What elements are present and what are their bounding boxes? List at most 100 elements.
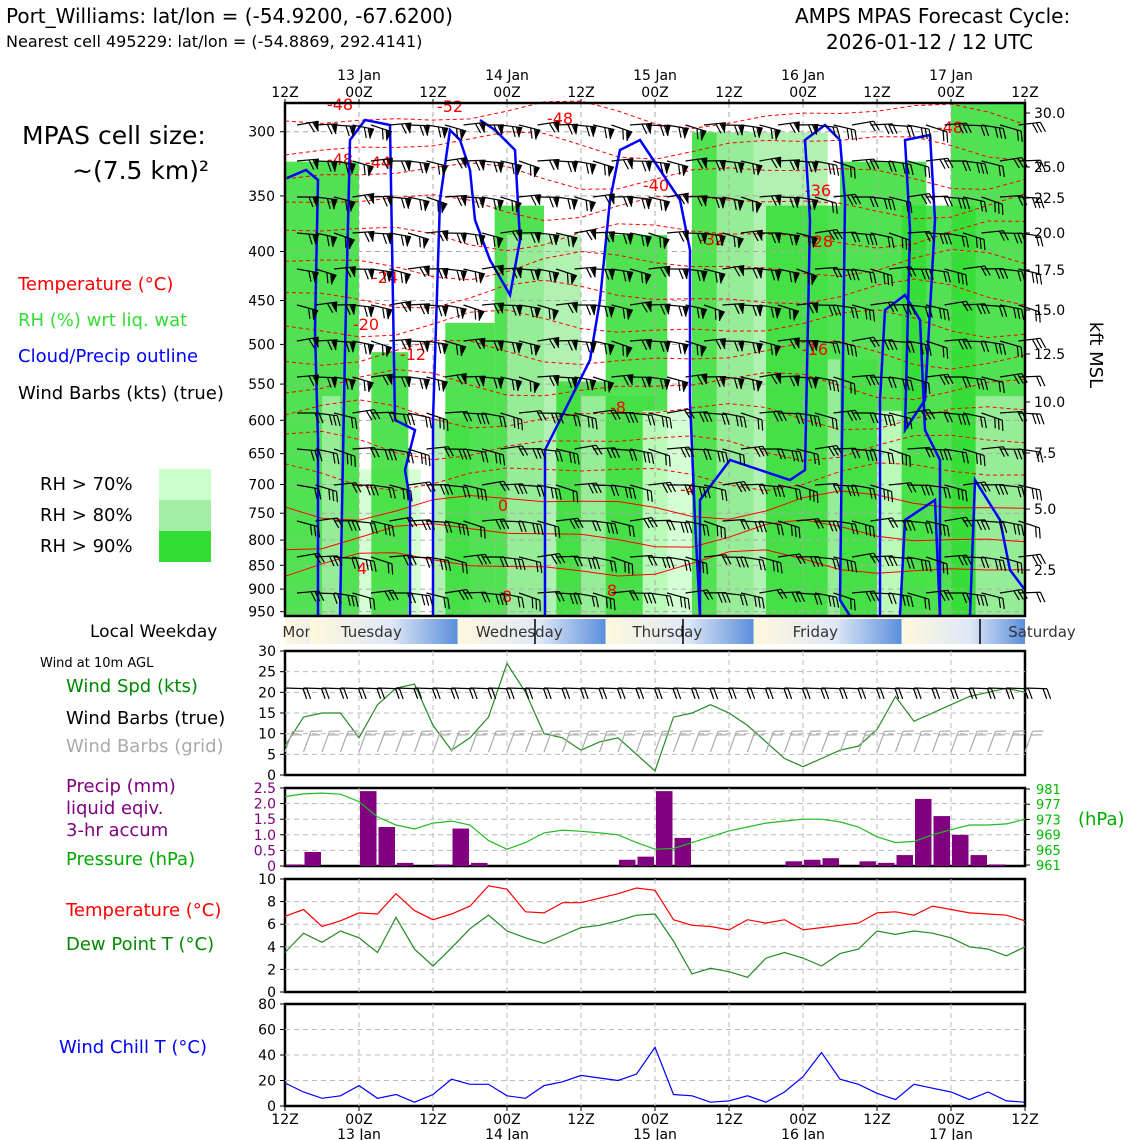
profile-barb-29-10 [833, 484, 860, 497]
precip-bar-9 [452, 828, 469, 866]
profile-barb-22-13 [703, 592, 731, 603]
legend-rh: RH (%) wrt liq. wat [18, 310, 188, 331]
surface-barb-grid-39 [1005, 730, 1025, 753]
profile-barb-26-10 [777, 484, 802, 501]
profile-barb-8-12 [444, 556, 468, 574]
legend-precip-1: Precip (mm) [66, 776, 176, 797]
profile-barb-11-9 [500, 445, 529, 457]
top-time-label-2: 12Z [419, 85, 446, 101]
weekday-label-4: Friday [793, 623, 839, 641]
surface-barb-grid-26 [765, 730, 785, 753]
bottom-time-label-2: 12Z [419, 1112, 446, 1128]
profile-barb-6-13 [407, 592, 434, 607]
profile-barb-36-13 [962, 592, 989, 607]
profile-barb-23-9 [722, 448, 746, 466]
profile-barb-6-5 [407, 303, 431, 315]
profile-barb-39-0 [1018, 121, 1047, 134]
station-title: Port_Williams: lat/lon = (-54.9200, -67.… [6, 4, 453, 28]
profile-barb-29-2 [833, 193, 862, 206]
profile-barb-4-5 [370, 304, 393, 320]
profile-barb-13-2 [537, 196, 560, 208]
legend-wind: Wind Barbs (kts) (true) [18, 383, 224, 404]
cell-size-value: ~(7.5 km)² [72, 156, 210, 185]
profile-barb-27-0 [796, 124, 819, 135]
swatch-rh80 [159, 500, 211, 531]
profile-barb-8-10 [444, 484, 471, 498]
precip-panel-ytick-label-4: 2.0 [254, 797, 276, 813]
temp-contour-0 [284, 100, 1026, 130]
profile-barb-33-13 [907, 592, 931, 610]
profile-barb-16-12 [592, 556, 617, 573]
temp-contour-label-16: 0 [498, 496, 508, 515]
profile-barb-10-10 [481, 480, 510, 492]
profile-barb-8-6 [444, 340, 467, 357]
profile-barb-22-0 [703, 122, 726, 134]
surface-barb-grid-24 [728, 730, 748, 753]
surface-barb-grid-10 [469, 730, 489, 753]
profile-barb-3-5 [352, 304, 375, 318]
profile-barb-17-5 [611, 304, 633, 320]
profile-barb-21-11 [685, 520, 710, 537]
cell-size-label: MPAS cell size: [22, 121, 206, 150]
surface-barb-grid-18 [617, 730, 637, 753]
profile-barb-8-4 [444, 268, 467, 282]
legend-temp: Temperature (°C) [66, 900, 222, 921]
profile-barb-5-1 [389, 160, 412, 172]
pressure-tick-label-9: 750 [248, 506, 275, 522]
chill-panel-ytick-label-3: 60 [258, 1023, 276, 1039]
profile-barb-33-10 [907, 484, 934, 496]
profile-barb-16-11 [592, 520, 619, 535]
profile-barb-12-13 [518, 592, 541, 611]
profile-barb-9-1 [463, 159, 486, 171]
profile-barb-36-1 [962, 160, 989, 175]
profile-barb-35-13 [944, 592, 972, 604]
profile-barb-1-12 [315, 555, 343, 567]
profile-barb-6-7 [407, 376, 430, 390]
profile-barb-20-8 [666, 408, 695, 420]
profile-barb-13-12 [537, 552, 566, 565]
profile-barb-24-1 [740, 160, 763, 176]
surface-barb-true-5 [377, 687, 404, 700]
profile-barb-36-11 [962, 519, 991, 531]
profile-barb-13-3 [537, 232, 560, 246]
profile-barb-1-4 [315, 268, 337, 285]
surface-barb-grid-16 [580, 730, 600, 753]
profile-barb-39-4 [1018, 268, 1043, 285]
profile-barb-32-7 [888, 376, 914, 392]
profile-barb-3-0 [352, 124, 375, 139]
temp-panel-ytick-label-5: 10 [258, 872, 276, 888]
profile-barb-33-2 [907, 192, 936, 205]
profile-barb-28-3 [814, 228, 843, 241]
precip-bar-37 [970, 855, 987, 866]
profile-barb-22-3 [703, 232, 726, 247]
profile-barb-29-1 [833, 160, 856, 179]
profile-barb-30-3 [851, 232, 878, 246]
surface-barb-true-13 [525, 687, 552, 700]
profile-barb-14-6 [555, 339, 579, 351]
wind-panel-title: Wind at 10m AGL [40, 656, 154, 671]
profile-barb-5-5 [389, 300, 412, 313]
profile-barb-2-7 [333, 376, 356, 391]
precip-bar-6 [397, 862, 414, 866]
profile-barb-20-2 [666, 192, 689, 205]
profile-barb-19-13 [648, 592, 674, 607]
profile-barb-6-9 [407, 448, 431, 467]
profile-barb-6-11 [407, 519, 436, 531]
precip-panel-ytick-label-0: 0 [267, 859, 276, 875]
profile-barb-0-3 [296, 232, 319, 245]
swatch-rh70 [159, 469, 211, 500]
nearest-cell-text: Nearest cell 495229: lat/lon = (-54.8869… [6, 32, 423, 51]
profile-barb-5-10 [389, 484, 413, 502]
temp-contour-1 [284, 131, 1026, 162]
profile-barb-3-10 [352, 484, 379, 496]
profile-barb-36-4 [962, 265, 991, 277]
profile-barb-21-2 [685, 195, 708, 207]
surface-barb-grid-40 [1024, 730, 1044, 753]
profile-barb-24-12 [740, 556, 766, 571]
profile-barb-27-12 [796, 556, 824, 567]
top-time-label-7: 00Z [789, 85, 816, 101]
profile-barb-7-7 [426, 376, 448, 392]
pressure-tick-label-7: 650 [248, 447, 275, 463]
profile-barb-11-8 [500, 412, 524, 431]
surface-barb-grid-2 [321, 730, 341, 753]
